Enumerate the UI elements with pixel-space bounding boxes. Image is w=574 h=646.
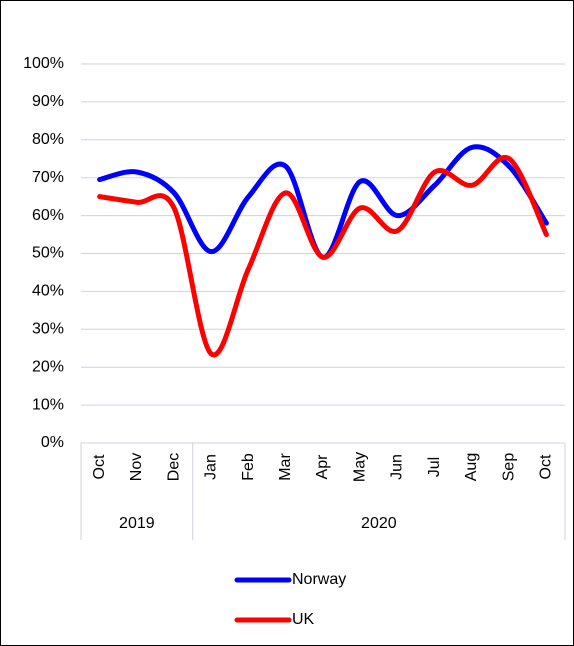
group-label: 2019 — [119, 515, 155, 532]
y-tick-label: 80% — [32, 131, 64, 148]
y-tick-label: 10% — [32, 396, 64, 413]
y-tick-label: 50% — [32, 245, 64, 262]
group-label: 2020 — [361, 515, 397, 532]
x-tick-label: Jun — [389, 454, 406, 480]
y-tick-label: 20% — [32, 358, 64, 375]
x-tick-label: Oct — [91, 454, 108, 479]
x-tick-label: Jul — [426, 457, 443, 477]
x-tick-label: Apr — [314, 454, 331, 480]
legend-label: UK — [292, 611, 315, 628]
x-tick-label: Mar — [277, 453, 294, 481]
x-tick-label: Jan — [203, 454, 220, 480]
y-tick-label: 40% — [32, 283, 64, 300]
y-tick-label: 70% — [32, 169, 64, 186]
x-tick-label: Oct — [538, 454, 555, 479]
legend-label: Norway — [292, 571, 346, 588]
x-tick-label: Aug — [463, 453, 480, 481]
y-tick-label: 0% — [41, 434, 64, 451]
x-tick-label: May — [351, 452, 368, 482]
x-tick-label: Feb — [240, 453, 257, 481]
x-tick-label: Sep — [500, 453, 517, 482]
y-tick-label: 90% — [32, 93, 64, 110]
y-tick-label: 30% — [32, 321, 64, 338]
series-line — [97, 155, 549, 358]
x-tick-label: Dec — [165, 453, 182, 481]
x-tick-label: Nov — [128, 453, 145, 481]
y-tick-label: 100% — [23, 55, 64, 72]
y-tick-label: 60% — [32, 207, 64, 224]
